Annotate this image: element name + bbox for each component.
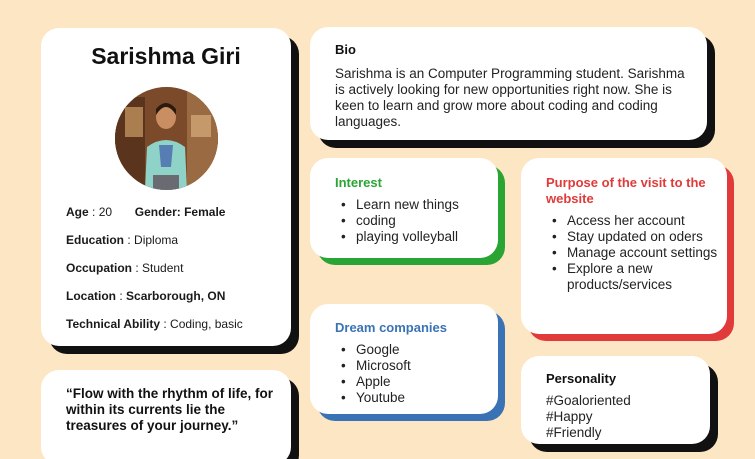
purpose-title: Purpose of the visit to the website bbox=[546, 175, 706, 206]
bio-card: Bio Sarishma is an Computer Programming … bbox=[310, 27, 707, 140]
personality-tags: #Goaloriented #Happy #Friendly bbox=[546, 393, 631, 441]
list-item: Learn new things bbox=[335, 197, 459, 213]
personality-tag: #Friendly bbox=[546, 425, 602, 440]
location-row: Location : Scarborough, ON bbox=[66, 289, 226, 303]
dream-list: Google Microsoft Apple Youtube bbox=[335, 342, 411, 406]
interest-title: Interest bbox=[335, 175, 382, 190]
list-item: Microsoft bbox=[335, 358, 411, 374]
age-gender-row: Age : 20 Gender: Female bbox=[66, 205, 226, 219]
personality-title: Personality bbox=[546, 371, 617, 386]
occupation-value: Student bbox=[142, 261, 184, 275]
location-label: Location bbox=[66, 289, 116, 303]
list-item: Stay updated on oders bbox=[546, 229, 726, 245]
education-label: Education bbox=[66, 233, 125, 247]
list-item: Google bbox=[335, 342, 411, 358]
list-item: Manage account settings bbox=[546, 245, 726, 261]
purpose-card: Purpose of the visit to the website Acce… bbox=[521, 158, 727, 334]
age-label: Age bbox=[66, 205, 89, 219]
tech-value: Coding, basic bbox=[170, 317, 243, 331]
tech-label: Technical Ability bbox=[66, 317, 161, 331]
age-value: 20 bbox=[98, 205, 113, 219]
list-item: playing volleyball bbox=[335, 229, 459, 245]
profile-facts: Age : 20 Gender: Female Education : Dipl… bbox=[66, 205, 243, 345]
tech-row: Technical Ability : Coding, basic bbox=[66, 317, 243, 331]
dream-title: Dream companies bbox=[335, 320, 447, 335]
personality-tag: #Goaloriented bbox=[546, 393, 631, 408]
purpose-list: Access her account Stay updated on oders… bbox=[546, 213, 726, 293]
interest-list: Learn new things coding playing volleyba… bbox=[335, 197, 459, 245]
education-row: Education : Diploma bbox=[66, 233, 179, 247]
dream-companies-card: Dream companies Google Microsoft Apple Y… bbox=[310, 304, 498, 414]
bio-title: Bio bbox=[335, 42, 356, 57]
gender-label: Gender: bbox=[134, 205, 181, 219]
education-value: Diploma bbox=[134, 233, 179, 247]
quote-card: “Flow with the rhythm of life, for withi… bbox=[41, 370, 291, 459]
personality-card: Personality #Goaloriented #Happy #Friend… bbox=[521, 356, 710, 444]
avatar bbox=[115, 87, 218, 190]
list-item: Explore a new products/services bbox=[546, 261, 726, 293]
occupation-label: Occupation bbox=[66, 261, 133, 275]
occupation-row: Occupation : Student bbox=[66, 261, 184, 275]
list-item: coding bbox=[335, 213, 459, 229]
quote-text: “Flow with the rhythm of life, for withi… bbox=[66, 386, 273, 433]
interest-card: Interest Learn new things coding playing… bbox=[310, 158, 498, 258]
list-item: Youtube bbox=[335, 390, 411, 406]
bio-text: Sarishma is an Computer Programming stud… bbox=[335, 66, 685, 129]
location-value: Scarborough, ON bbox=[126, 289, 226, 303]
profile-name: Sarishma Giri bbox=[91, 43, 241, 69]
gender-value: Female bbox=[184, 205, 226, 219]
profile-card: Sarishma Giri Age : 20 Gender: Female Ed… bbox=[41, 28, 291, 346]
list-item: Access her account bbox=[546, 213, 726, 229]
personality-tag: #Happy bbox=[546, 409, 593, 424]
list-item: Apple bbox=[335, 374, 411, 390]
